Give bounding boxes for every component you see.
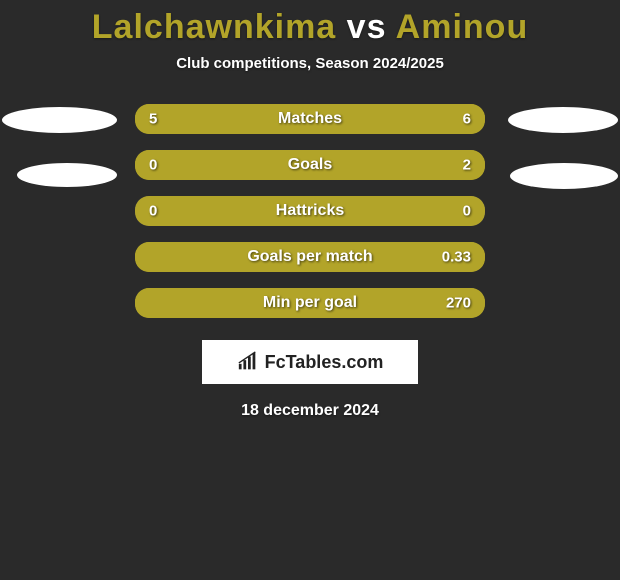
bar-label: Min per goal (263, 294, 357, 312)
comparison-infographic: Lalchawnkima vs Aminou Club competitions… (0, 0, 620, 420)
right-ellipses (503, 104, 618, 189)
ellipse-shape (510, 163, 618, 189)
vs-text: vs (347, 8, 387, 46)
stat-bar-row: Goals per match 0.33 (135, 242, 485, 272)
logo-box: FcTables.com (202, 340, 418, 384)
bar-right-value: 270 (446, 295, 471, 312)
page-title: Lalchawnkima vs Aminou (0, 8, 620, 47)
bar-right-value: 6 (463, 111, 471, 128)
bar-label: Goals per match (247, 248, 372, 266)
player1-name: Lalchawnkima (92, 8, 336, 46)
logo-text: FcTables.com (265, 352, 384, 373)
ellipse-shape (508, 107, 618, 133)
stat-bar-row: 0 Goals 2 (135, 150, 485, 180)
bar-left-fill (135, 150, 198, 180)
stat-bars: 5 Matches 6 0 Goals 2 0 Hattricks 0 Goals per mat… (135, 104, 485, 318)
bar-right-fill (198, 150, 485, 180)
ellipse-shape (17, 163, 117, 187)
main-layout: 5 Matches 6 0 Goals 2 0 Hattricks 0 Goals per mat… (0, 104, 620, 318)
bar-chart-icon (237, 351, 259, 373)
ellipse-shape (2, 107, 117, 133)
bar-left-value: 5 (149, 111, 157, 128)
player2-name: Aminou (396, 8, 529, 46)
subtitle: Club competitions, Season 2024/2025 (0, 55, 620, 72)
bar-right-value: 2 (463, 157, 471, 174)
date-text: 18 december 2024 (0, 402, 620, 420)
stat-bar-row: Min per goal 270 (135, 288, 485, 318)
bar-right-value: 0.33 (442, 249, 471, 266)
left-ellipses (2, 104, 117, 187)
bar-left-value: 0 (149, 203, 157, 220)
bar-left-value: 0 (149, 157, 157, 174)
bar-label: Matches (278, 110, 342, 128)
bar-right-value: 0 (463, 203, 471, 220)
stat-bar-row: 5 Matches 6 (135, 104, 485, 134)
bar-label: Hattricks (276, 202, 344, 220)
bar-label: Goals (288, 156, 332, 174)
stat-bar-row: 0 Hattricks 0 (135, 196, 485, 226)
